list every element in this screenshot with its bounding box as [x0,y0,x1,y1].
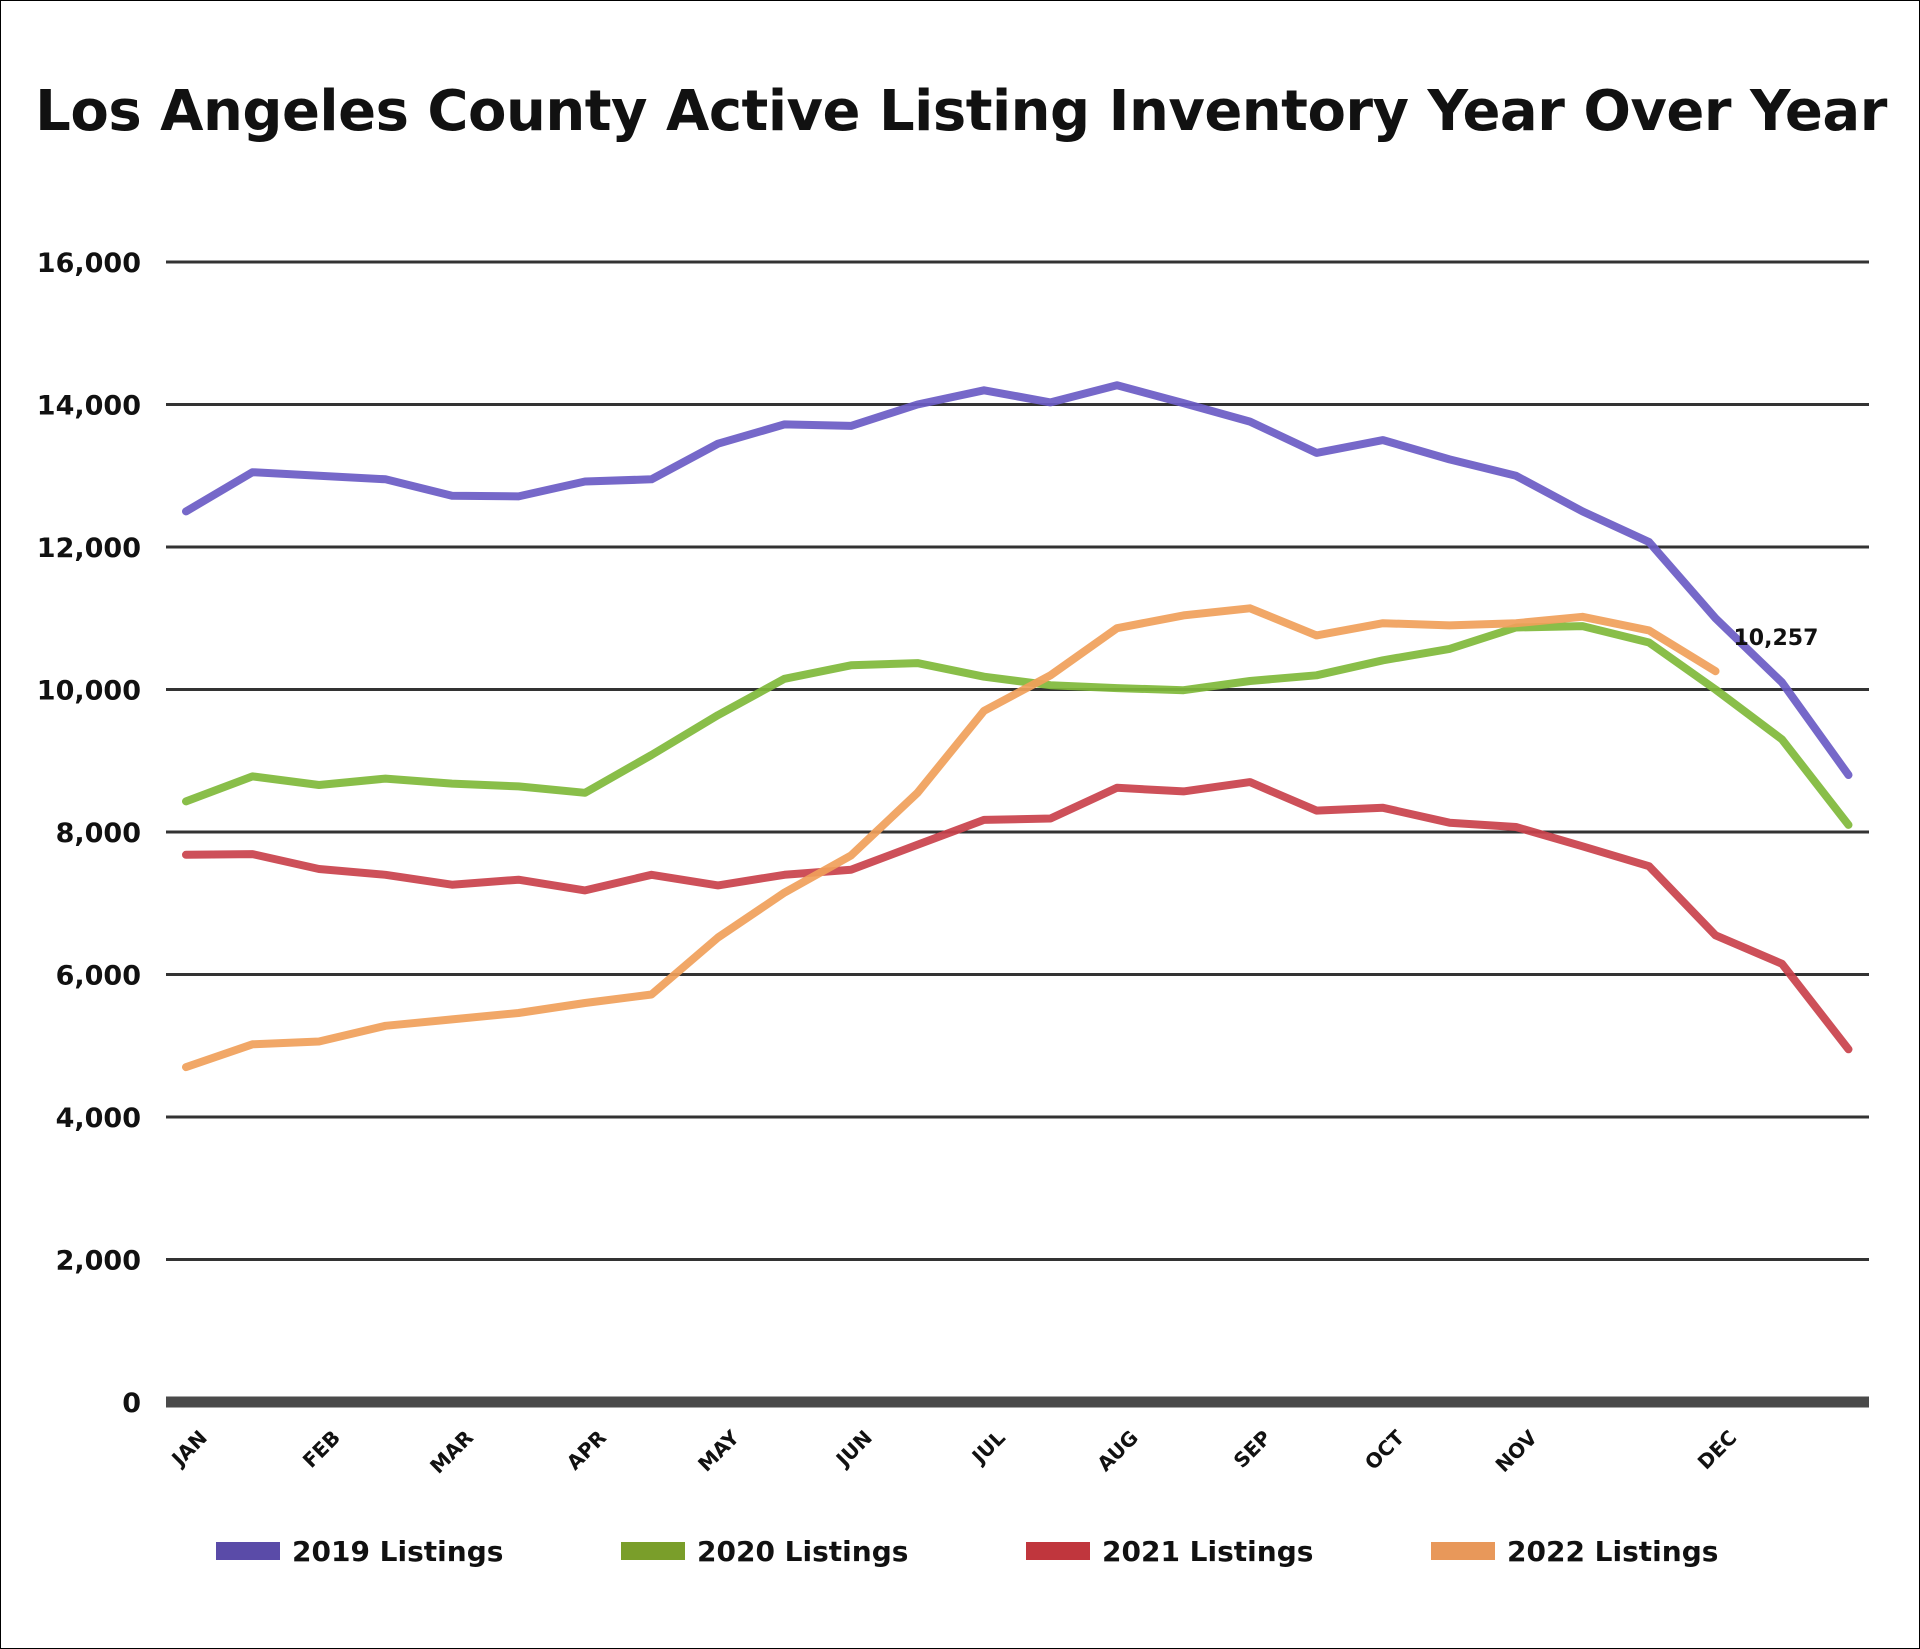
series-line-2019 [182,381,1853,779]
x-tick-label: JAN [165,1425,211,1471]
y-tick-label: 8,000 [56,818,141,849]
x-axis-ticks: JAN FEB MAR APR MAY JUN JUL AUG SEP OCT NOV DEC [165,1425,1741,1478]
data-labels: 10,257 [1734,626,1819,651]
x-tick-label: SEP [1229,1425,1276,1472]
series-line-2022 [182,604,1720,1072]
series-line-2021 [182,778,1853,1054]
legend-item-2022: 2022 Listings [1431,1531,1718,1571]
x-tick-label: MAR [425,1425,478,1478]
legend: 2019 Listings 2020 Listings 2021 Listing… [1,1531,1920,1571]
legend-label-2020: 2020 Listings [697,1534,909,1568]
x-tick-label: JUN [830,1425,877,1472]
x-tick-label: AUG [1092,1425,1143,1476]
legend-swatch-2021 [1026,1542,1090,1560]
legend-label-2022: 2022 Listings [1507,1534,1719,1568]
chart-title: Los Angeles County Active Listing Invent… [35,79,1887,144]
x-tick-label: APR [562,1425,611,1474]
y-tick-label: 12,000 [37,533,141,564]
y-tick-label: 4,000 [56,1103,141,1134]
legend-swatch-2020 [621,1542,685,1560]
legend-item-2019: 2019 Listings [216,1531,503,1571]
grid-lines [166,260,1869,1408]
y-axis-ticks: 0 2,000 4,000 6,000 8,000 10,000 12,000 14,000 1… [37,248,141,1419]
x-tick-label: FEB [298,1425,345,1472]
y-tick-label: 6,000 [56,961,141,992]
x-tick-label: DEC [1693,1425,1742,1474]
legend-swatch-2022 [1431,1542,1495,1560]
y-tick-label: 16,000 [37,248,141,279]
y-tick-label: 10,000 [37,676,141,707]
legend-item-2020: 2020 Listings [621,1531,908,1571]
legend-swatch-2019 [216,1542,280,1560]
y-tick-label: 2,000 [56,1246,141,1277]
series-line-2020 [182,622,1853,829]
x-tick-label: NOV [1491,1425,1543,1477]
x-tick-label: OCT [1360,1425,1409,1474]
x-tick-label: JUL [966,1425,1010,1469]
legend-label-2019: 2019 Listings [292,1534,504,1568]
y-tick-label: 0 [122,1388,141,1419]
x-tick-label: MAY [693,1425,744,1476]
y-tick-label: 14,000 [37,391,141,422]
data-label: 10,257 [1734,626,1819,651]
series-lines [182,381,1853,1072]
legend-item-2021: 2021 Listings [1026,1531,1313,1571]
legend-label-2021: 2021 Listings [1102,1534,1314,1568]
